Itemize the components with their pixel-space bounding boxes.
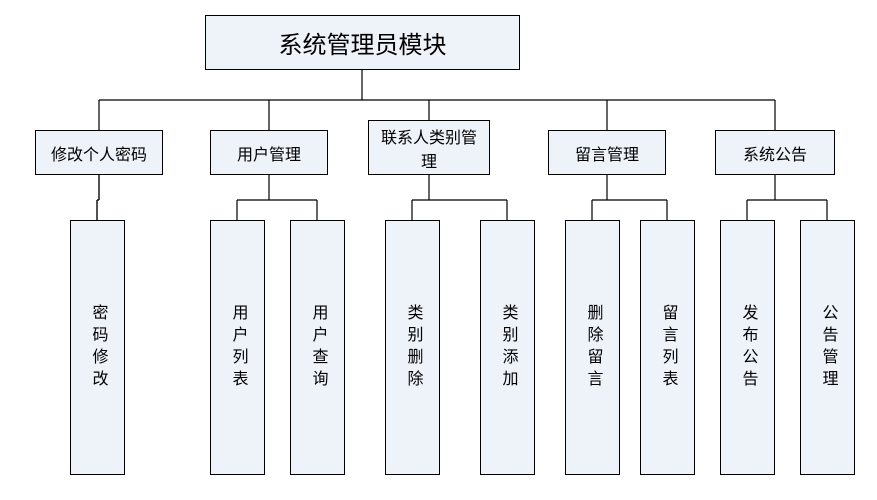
mid-node-0: 修改个人密码 [35, 130, 163, 175]
leaf-node-1: 用户列表 [210, 220, 265, 475]
leaf-node-0: 密码修改 [70, 220, 125, 475]
leaf-label: 用户列表 [226, 304, 250, 392]
leaf-label: 删除留言 [581, 304, 605, 392]
leaf-node-3: 类别删除 [385, 220, 440, 475]
mid-label: 系统公告 [743, 141, 807, 165]
leaf-node-5: 删除留言 [565, 220, 620, 475]
leaf-label: 公告管理 [816, 304, 840, 392]
mid-node-3: 留言管理 [548, 130, 666, 175]
mid-label: 修改个人密码 [51, 141, 147, 165]
leaf-node-6: 留言列表 [640, 220, 695, 475]
leaf-label: 类别删除 [401, 304, 425, 392]
leaf-node-2: 用户查询 [290, 220, 345, 475]
leaf-node-8: 公告管理 [800, 220, 855, 475]
mid-node-2: 联系人类别管理 [368, 120, 490, 175]
leaf-label: 类别添加 [496, 304, 520, 392]
leaf-node-4: 类别添加 [480, 220, 535, 475]
root-label: 系统管理员模块 [279, 25, 447, 60]
mid-node-1: 用户管理 [210, 130, 328, 175]
leaf-label: 用户查询 [306, 304, 330, 392]
root-node: 系统管理员模块 [205, 15, 520, 70]
leaf-label: 密码修改 [86, 304, 110, 392]
mid-label: 联系人类别管理 [377, 124, 481, 172]
mid-label: 留言管理 [575, 141, 639, 165]
mid-label: 用户管理 [237, 141, 301, 165]
mid-node-4: 系统公告 [715, 130, 835, 175]
leaf-label: 留言列表 [656, 304, 680, 392]
leaf-label: 发布公告 [736, 304, 760, 392]
leaf-node-7: 发布公告 [720, 220, 775, 475]
